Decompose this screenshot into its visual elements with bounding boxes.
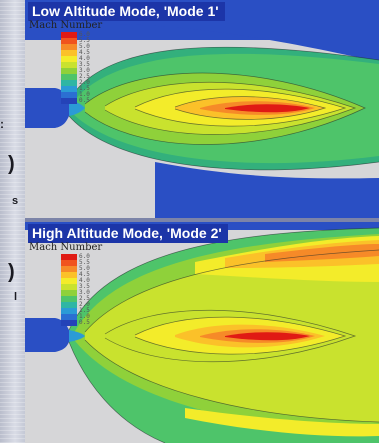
legend-tick-labels: 6.0 5.5 5.0 4.5 4.0 3.5 3.0 2.5 2.0 1.5 … <box>79 254 93 326</box>
legend-tick: 0.5 <box>79 97 90 104</box>
legend-tick: 5.5 <box>79 259 90 266</box>
legend-tick: 1.5 <box>79 85 90 92</box>
panel-title: Low Altitude Mode, 'Mode 1' <box>28 2 225 21</box>
clipped-slide-text-fragment: ) <box>8 153 15 175</box>
legend-tick: 2.0 <box>79 301 90 308</box>
legend-tick: 2.0 <box>79 79 90 86</box>
mach-contour-plot-mode-1 <box>25 0 379 218</box>
legend-tick: 2.5 <box>79 295 90 302</box>
legend-tick: 6.0 <box>79 31 90 38</box>
legend-tick: 3.5 <box>79 61 90 68</box>
legend-tick: 2.5 <box>79 73 90 80</box>
legend-tick: 3.0 <box>79 67 90 74</box>
panel-title: High Altitude Mode, 'Mode 2' <box>28 224 228 243</box>
legend-tick: 3.5 <box>79 283 90 290</box>
cfd-panel-mode-2: High Altitude Mode, 'Mode 2' Mach Number… <box>25 222 379 443</box>
legend-tick: 4.5 <box>79 271 90 278</box>
legend-tick: 0.5 <box>79 319 90 326</box>
legend-tick: 4.5 <box>79 49 90 56</box>
mach-contour-plot-mode-2 <box>25 222 379 443</box>
cfd-panel-mode-1: Low Altitude Mode, 'Mode 1' Mach Number … <box>25 0 379 218</box>
legend-tick: 5.0 <box>79 265 90 272</box>
mach-color-legend <box>61 254 77 326</box>
legend-tick: 4.0 <box>79 277 90 284</box>
mach-color-legend <box>61 32 77 104</box>
clipped-slide-text-fragment: ) <box>8 261 15 283</box>
legend-tick: 1.0 <box>79 313 90 320</box>
legend-tick-labels: 6.0 5.5 5.0 4.5 4.0 3.5 3.0 2.5 2.0 1.5 … <box>79 32 93 104</box>
legend-tick: 5.5 <box>79 37 90 44</box>
legend-label: Mach Number <box>29 20 103 31</box>
legend-tick: 1.5 <box>79 307 90 314</box>
clipped-slide-text-fragment: : <box>0 117 4 131</box>
legend-tick: 1.0 <box>79 91 90 98</box>
legend-tick: 4.0 <box>79 55 90 62</box>
legend-label: Mach Number <box>29 242 103 253</box>
legend-tick: 6.0 <box>79 253 90 260</box>
clipped-slide-text-fragment: l <box>14 291 18 303</box>
slide-left-strip <box>0 0 25 443</box>
panel-separator <box>25 218 379 222</box>
legend-tick: 3.0 <box>79 289 90 296</box>
clipped-slide-text-fragment: s <box>12 195 19 207</box>
legend-tick: 5.0 <box>79 43 90 50</box>
